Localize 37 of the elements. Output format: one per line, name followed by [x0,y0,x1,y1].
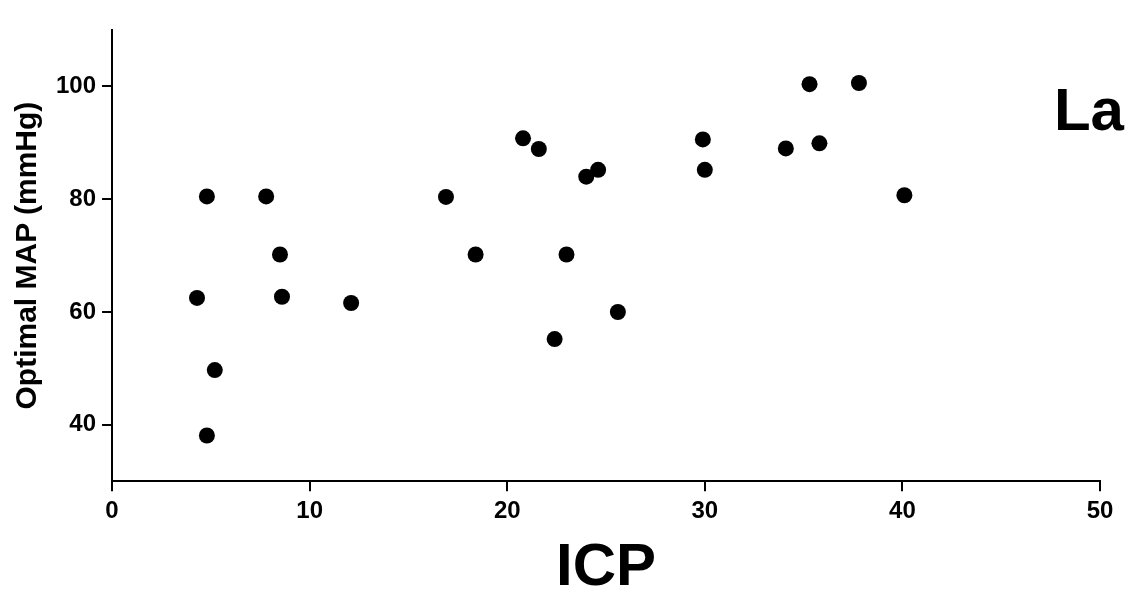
x-tick-label: 10 [296,496,323,524]
point [258,188,275,205]
point [578,168,595,185]
point [198,188,215,205]
point [609,304,626,320]
x-tick-label: 0 [105,496,119,524]
point [801,76,818,93]
point [515,130,532,147]
point [811,135,828,152]
point [696,161,713,178]
y-tick-label: 80 [69,183,97,211]
y-tick-label: 100 [56,71,97,99]
point [206,362,223,379]
x-tick-label: 50 [1086,496,1114,524]
y-axis-title: Optimal MAP (mmHg) [9,101,43,410]
point [467,246,484,263]
point [896,187,913,204]
point [189,289,206,306]
point [777,140,794,157]
point [437,188,454,205]
point [198,427,215,444]
point [530,141,547,157]
point [272,246,288,263]
y-tick-label: 60 [69,296,97,324]
point [590,161,607,178]
point [343,294,360,311]
point [850,75,867,92]
x-tick-label: 30 [691,496,719,524]
annotation: La [1053,76,1125,143]
x-axis-title: ICP [556,530,657,598]
point [273,288,290,305]
point [546,331,563,348]
x-tick-label: 40 [889,496,916,524]
point [694,131,711,148]
y-tick-label: 40 [69,409,97,437]
x-tick-label: 20 [493,496,521,524]
point [558,246,575,263]
